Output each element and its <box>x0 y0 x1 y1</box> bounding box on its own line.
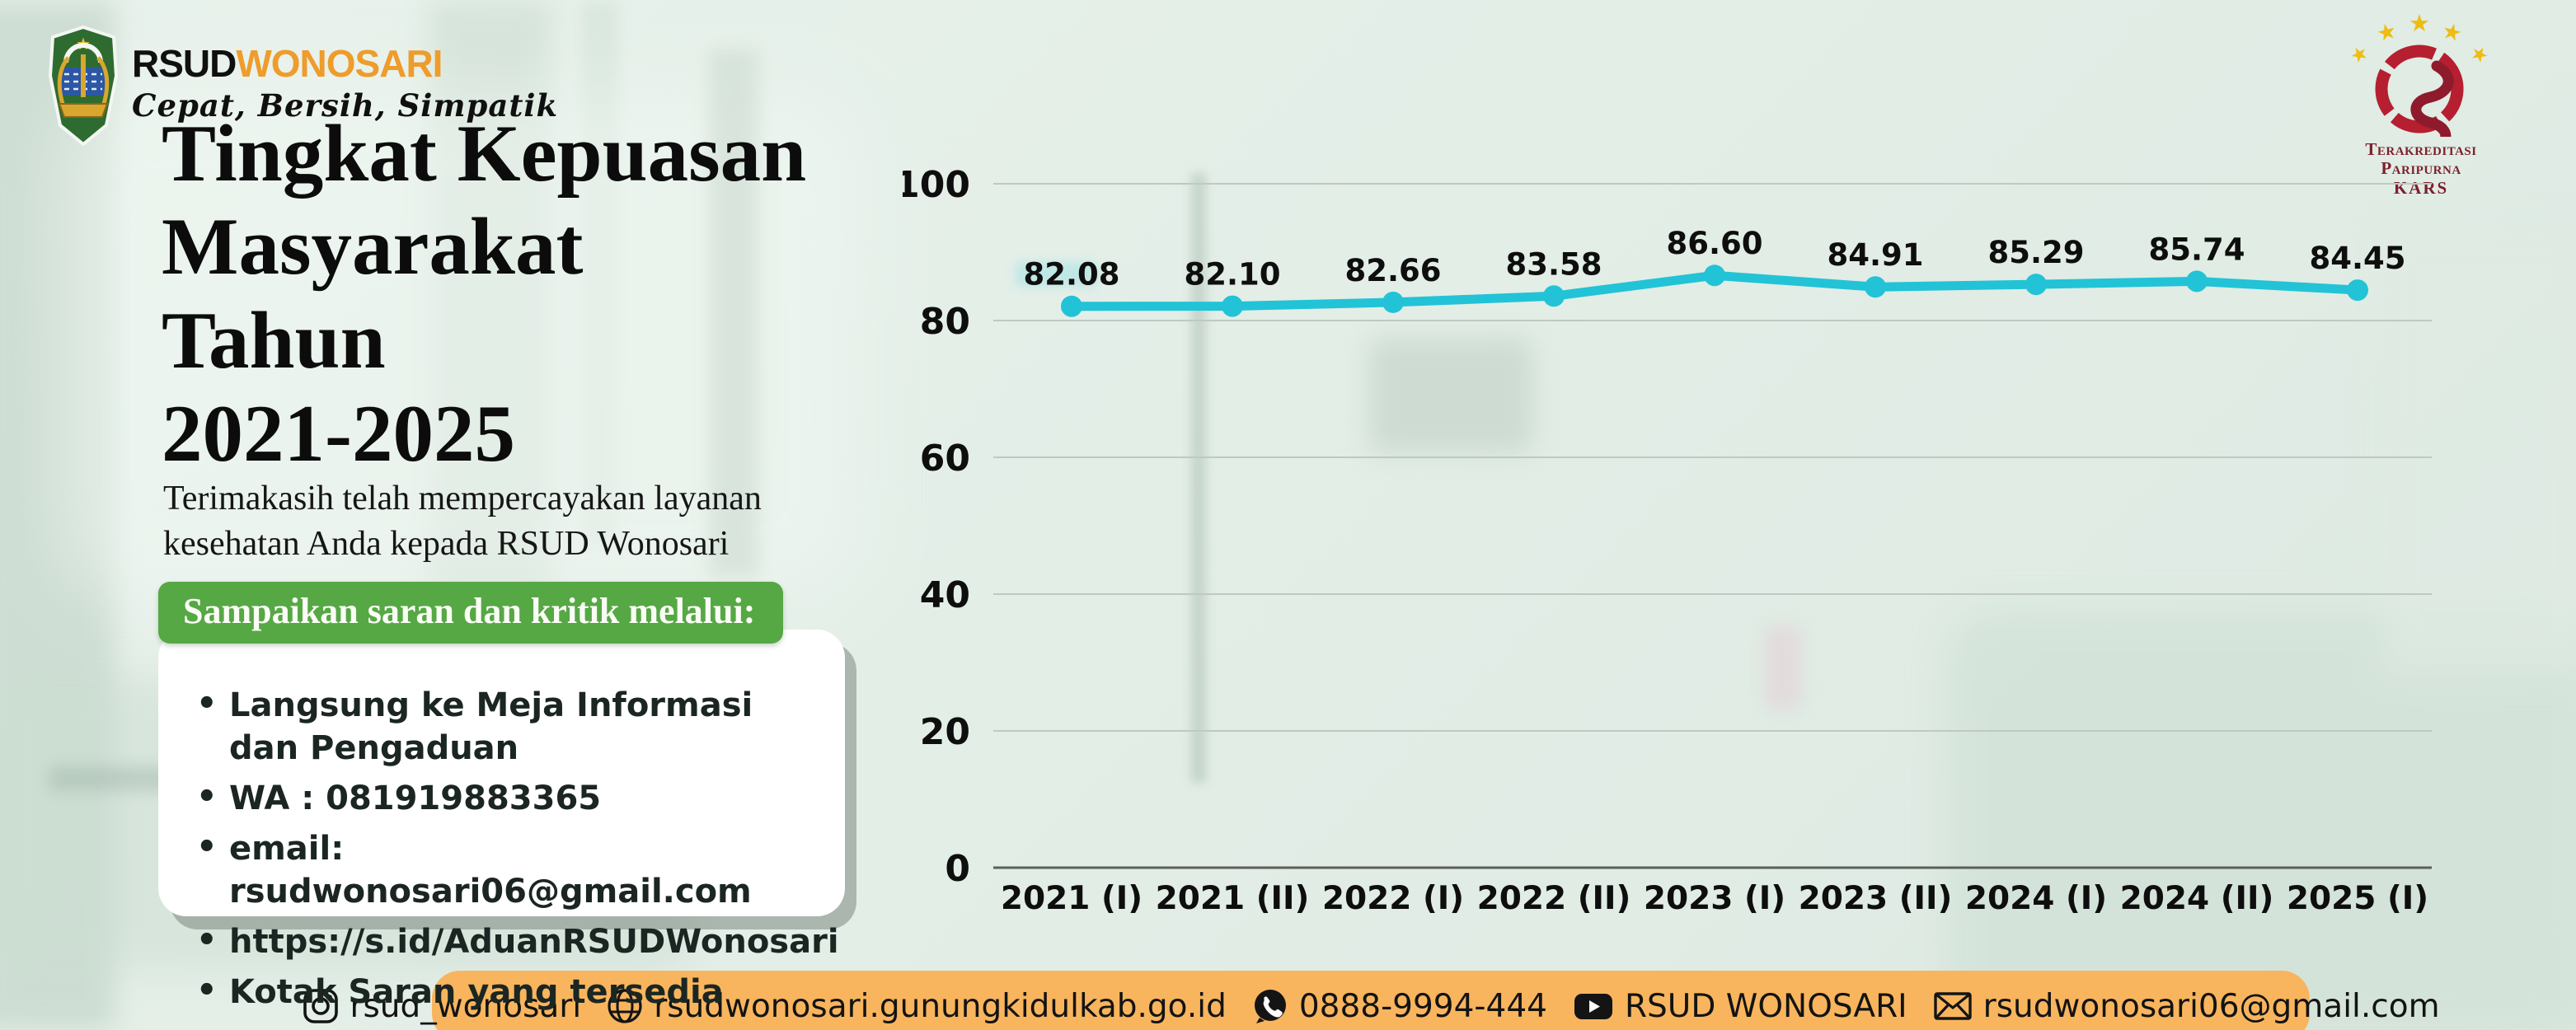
chart-point <box>1382 291 1404 313</box>
point-value-label: 84.91 <box>1827 237 1923 273</box>
chart-point <box>1222 295 1243 317</box>
bg-shape <box>58 91 866 602</box>
bg-shape <box>1016 262 1098 287</box>
bg-shape <box>2382 231 2576 676</box>
y-tick-label: 20 <box>920 711 970 753</box>
feedback-item: Langsung ke Meja Informasi dan Pengaduan <box>196 682 805 770</box>
contact-label: 0888-9994-444 <box>1298 987 1547 1025</box>
x-tick-label: 2024 (II) <box>2120 880 2274 917</box>
chart-point <box>1543 285 1565 307</box>
page-title: Tingkat Kepuasan Masyarakat Tahun 2021-2… <box>162 107 887 480</box>
y-tick-label: 0 <box>945 848 970 890</box>
point-value-label: 85.29 <box>1987 235 2084 270</box>
feedback-item: https://s.id/AduanRSUDWonosari <box>196 919 839 963</box>
point-value-label: 86.60 <box>1666 226 1762 261</box>
contact-label: rsudwonosari06@gmail.com <box>1982 987 2440 1025</box>
x-tick-label: 2021 (II) <box>1156 880 1310 917</box>
chart-point <box>2347 279 2368 302</box>
bg-shape <box>1191 173 1206 783</box>
title-line: Tahun <box>162 295 386 386</box>
brand-name-wonosari: WONOSARI <box>236 42 443 85</box>
point-value-label: 84.45 <box>2309 241 2405 276</box>
brand-name-rsud: RSUD <box>132 42 237 85</box>
chart-point <box>1865 276 1886 298</box>
accreditation-line2: KARS <box>2393 178 2449 199</box>
kars-quality-icon: ★ ★ ★ ★ ★ <box>2346 9 2493 147</box>
chart-point <box>1704 265 1725 287</box>
svg-text:★: ★ <box>2439 18 2465 48</box>
brand-tagline: Cepat, Bersih, Simpatik <box>132 87 559 124</box>
y-tick-label: 100 <box>903 164 970 206</box>
y-tick-label: 40 <box>920 574 970 616</box>
feedback-card: Langsung ke Meja Informasi dan Pengaduan… <box>158 630 845 1012</box>
satisfaction-chart: 0 20 40 60 80 100 2021 (I) 2021 (II) 2022 (I) 202… <box>894 150 2477 941</box>
svg-text:★: ★ <box>2409 13 2430 37</box>
email-icon <box>1933 992 1972 1020</box>
x-tick-label: 2023 (I) <box>1644 880 1785 917</box>
brand-header: ★ RSUDWONOSARI Cepat, Bersih, Simpatik <box>48 25 558 147</box>
x-tick-label: 2022 (II) <box>1477 880 1631 917</box>
chart-point <box>1061 295 1082 317</box>
kars-accreditation-logo: ★ ★ ★ ★ ★ Terakreditasi Paripurna KARS <box>2334 9 2508 199</box>
youtube-icon <box>1574 994 1612 1019</box>
gunungkidul-crest-logo: ★ <box>48 25 119 147</box>
chart-point <box>2025 274 2047 296</box>
chart-canvas: 0 20 40 60 80 100 2021 (I) 2021 (II) 2022 (I) 202… <box>894 164 2432 917</box>
bg-shape <box>1368 338 1533 453</box>
point-value-label: 82.66 <box>1344 253 1441 288</box>
x-tick-label: 2025 (I) <box>2287 880 2428 917</box>
bg-shape <box>1945 610 2576 1030</box>
subtitle: Terimakasih telah mempercayakan layanan … <box>163 480 762 563</box>
contact-whatsapp: 0888-9994-444 <box>1251 987 1547 1025</box>
point-value-label: 85.74 <box>2148 232 2245 267</box>
contact-label: RSUD WONOSARI <box>1624 987 1907 1025</box>
bg-shape <box>709 49 758 577</box>
svg-text:★: ★ <box>2466 40 2493 69</box>
title-line: Masyarakat <box>162 202 584 293</box>
bg-shape <box>1764 626 1802 709</box>
accreditation-line1: Terakreditasi Paripurna <box>2365 139 2477 179</box>
contact-youtube: RSUD WONOSARI <box>1572 987 1907 1025</box>
brand-name: RSUDWONOSARI <box>132 44 558 82</box>
feedback-heading-badge: Sampaikan saran dan kritik melalui: <box>158 582 784 644</box>
x-tick-label: 2023 (II) <box>1799 880 1953 917</box>
title-line: Tingkat Kepuasan <box>162 109 807 199</box>
point-value-label: 83.58 <box>1505 246 1602 282</box>
x-tick-label: 2024 (I) <box>1965 880 2107 917</box>
point-value-label: 82.10 <box>1184 257 1280 293</box>
y-tick-label: 80 <box>920 301 970 343</box>
x-tick-label: 2021 (I) <box>1001 880 1143 917</box>
feedback-item: email: rsudwonosari06@gmail.com <box>196 826 805 913</box>
feedback-list: Langsung ke Meja Informasi dan Pengaduan… <box>158 682 845 1014</box>
svg-text:★: ★ <box>2346 40 2372 69</box>
svg-text:★: ★ <box>2374 18 2400 48</box>
contact-email: rsudwonosari06@gmail.com <box>1932 987 2440 1025</box>
whatsapp-icon <box>1254 990 1286 1023</box>
feedback-item: WA : 081919883365 <box>196 775 805 820</box>
point-value-label: 82.08 <box>1023 257 1119 293</box>
chart-point <box>2186 270 2208 293</box>
x-tick-label: 2022 (I) <box>1322 880 1464 917</box>
y-tick-label: 60 <box>920 438 970 480</box>
feedback-item: Kotak Saran yang tersedia <box>196 969 805 1014</box>
title-line: 2021-2025 <box>162 389 515 480</box>
